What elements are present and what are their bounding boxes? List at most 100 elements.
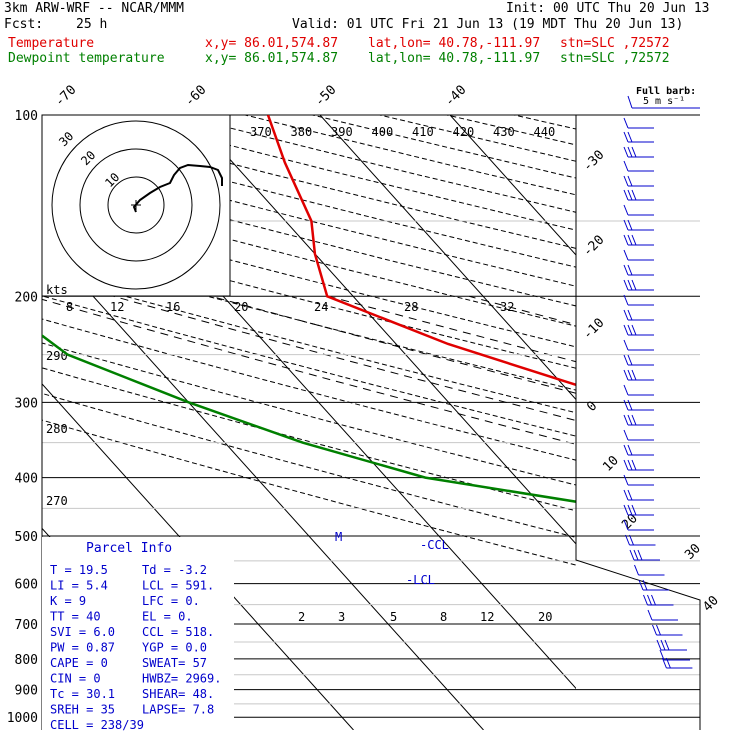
wind-barb-flag [627,414,633,426]
mixing-label-upper-20: 20 [234,300,248,314]
isotherm-label--60: -60 [182,83,209,110]
wind-barb-flag [623,234,629,246]
temperature-line [266,115,576,387]
parcel-row-left-0: T = 19.5 [50,563,108,577]
wind-barb [623,504,654,516]
wind-barb-flag [623,117,629,129]
theta-left-label-270: 270 [46,494,68,508]
wind-barb-flag [643,594,648,606]
full-barb-legend: Full barb: 5 m s⁻¹ [627,86,700,109]
wind-barb-flag [629,549,635,561]
wind-barb [629,549,660,561]
isotherm--50 [319,115,576,401]
theta-label-410: 410 [412,125,434,139]
mixing-label-upper-8: 8 [66,300,73,314]
wind-barb-flag [627,369,633,381]
parcel-row-left-4: SVI = 6.0 [50,625,115,639]
isotherm--80 [42,238,484,730]
wind-barb-flag [631,234,637,246]
wind-barb [623,324,654,336]
pressure-label-200: 200 [15,290,38,305]
wind-barb [623,474,654,486]
dewpoint-line [42,334,576,503]
parcel-row-left-9: SREH = 35 [50,703,115,717]
wind-barb [623,429,654,441]
isotherm-label-40: 40 [700,593,722,615]
m-marker: M [335,530,342,544]
wind-barb-flag [623,444,629,456]
parcel-row-left-1: LI = 5.4 [50,579,108,593]
pressure-label-900: 900 [15,684,38,699]
pressure-label-700: 700 [15,618,38,633]
wind-barb-flag [627,264,633,276]
isotherm--60 [189,115,576,545]
wind-barb-flag [631,369,637,381]
legend-dewpoint: Dewpoint temperature [8,51,165,66]
parcel-row-right-0: Td = -3.2 [142,563,207,577]
wind-barb-flag [633,549,639,561]
moist-adiabat-28 [631,296,740,730]
dry-adiabat-320 [42,250,576,391]
dry-adiabat-280 [42,342,576,486]
pressure-label-600: 600 [15,578,38,593]
wind-barb-flag [627,146,633,158]
dry-adiabat-430 [312,115,576,179]
forecast-hour: 25 h [76,17,108,32]
parcel-info-title: Parcel Info [86,541,172,556]
wind-barb [661,657,693,669]
wind-barb-flag [623,160,629,172]
mixing-label-upper-28: 28 [404,300,418,314]
parcel-row-right-2: LFC = 0. [142,594,200,608]
wind-barb [623,175,654,187]
wind-barb [623,354,654,366]
theta-label-390: 390 [331,125,353,139]
mixing-label-lower-5: 5 [390,610,397,624]
parcel-row-right-8: SHEAR= 48. [142,687,214,701]
theta-label-370: 370 [250,125,272,139]
wind-barb-flag [631,459,637,471]
wind-barb-flag [623,294,629,306]
wind-barb-flag [637,549,643,561]
dry-adiabat-290 [42,318,576,461]
mixing-label-upper-24: 24 [314,300,328,314]
wind-barb-flag [623,369,629,381]
wind-barb [638,579,669,591]
wind-barb-flag [627,324,633,336]
wind-barb [623,234,654,246]
wind-barb [623,279,654,291]
wind-barb-flag [627,444,633,456]
pressure-label-100: 100 [15,109,38,124]
theta-label-380: 380 [291,125,313,139]
wind-barb-flag [623,414,629,426]
full-barb-value: 5 m s⁻¹ [643,96,685,107]
isotherm-label--20: -20 [580,233,607,260]
pressure-label-500: 500 [15,530,38,545]
wind-barb-flag [623,249,629,261]
hodograph-trace [132,163,223,213]
theta-label-430: 430 [493,125,515,139]
isotherm--20 [710,115,740,730]
parcel-row-right-6: SWEAT= 57 [142,656,207,670]
parcel-row-left-3: TT = 40 [50,610,101,624]
moist-adiabat-20 [328,295,576,363]
legend-dewpoint-stn: stn=SLC ,72572 [560,51,670,66]
moist-adiabat-8 [42,298,576,445]
wind-barb-flag [631,504,637,516]
wind-barb [623,204,654,216]
wind-barb [623,384,654,396]
isotherm-label--30: -30 [580,148,607,175]
wind-barb-flag [627,189,633,201]
moist-adiabat-16 [211,295,576,394]
valid-time: Valid: 01 UTC Fri 21 Jun 13 (19 MDT Thu … [292,17,684,32]
theta-label-440: 440 [534,125,556,139]
wind-barb [623,369,654,381]
hodograph: 10 20 30 kts [41,114,231,297]
wind-barb [623,459,654,471]
wind-barb [623,131,654,143]
isotherm--40 [449,115,576,256]
wind-barb-flag [656,624,661,636]
parcel-row-right-7: HWBZ= 2969. [142,672,221,686]
wind-barb-flag [660,639,666,651]
wind-barb-flag [627,399,633,411]
